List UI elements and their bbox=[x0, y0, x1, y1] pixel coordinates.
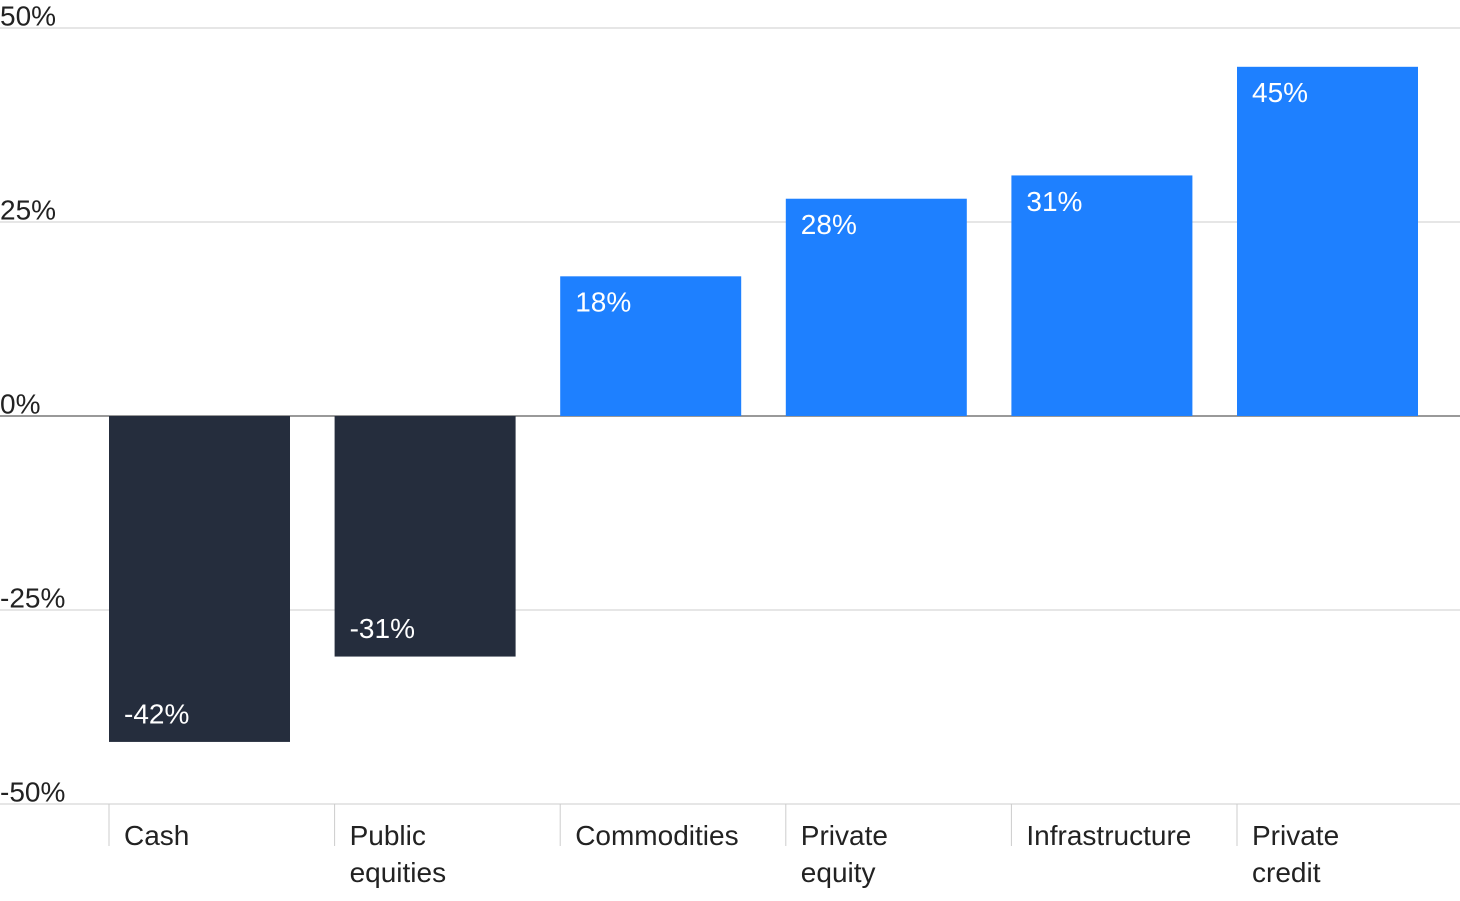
bar bbox=[109, 416, 290, 742]
bar bbox=[560, 276, 742, 416]
y-tick-label: -50% bbox=[0, 776, 65, 807]
x-tick-label: Infrastructure bbox=[1026, 820, 1192, 851]
bar bbox=[785, 198, 967, 416]
x-tick-label: Private credit bbox=[1252, 820, 1340, 888]
y-tick-label: 25% bbox=[0, 194, 56, 225]
value-label: 28% bbox=[801, 209, 857, 240]
y-tick-label: 0% bbox=[0, 388, 40, 419]
bar bbox=[1011, 175, 1193, 416]
x-tick-label: Commodities bbox=[575, 820, 739, 851]
value-label: 45% bbox=[1252, 77, 1308, 108]
x-tick-label: Cash bbox=[124, 820, 190, 851]
bar bbox=[1237, 66, 1418, 417]
value-label: -31% bbox=[350, 613, 415, 644]
x-tick-label: Private equity bbox=[800, 820, 888, 888]
value-label: 31% bbox=[1026, 186, 1082, 217]
value-label: -42% bbox=[124, 698, 189, 729]
y-tick-label: 50% bbox=[0, 0, 56, 31]
value-label: 18% bbox=[575, 287, 631, 318]
y-tick-label: -25% bbox=[0, 582, 65, 613]
x-tick-label: Public equities bbox=[349, 820, 447, 888]
bar bbox=[334, 416, 516, 657]
